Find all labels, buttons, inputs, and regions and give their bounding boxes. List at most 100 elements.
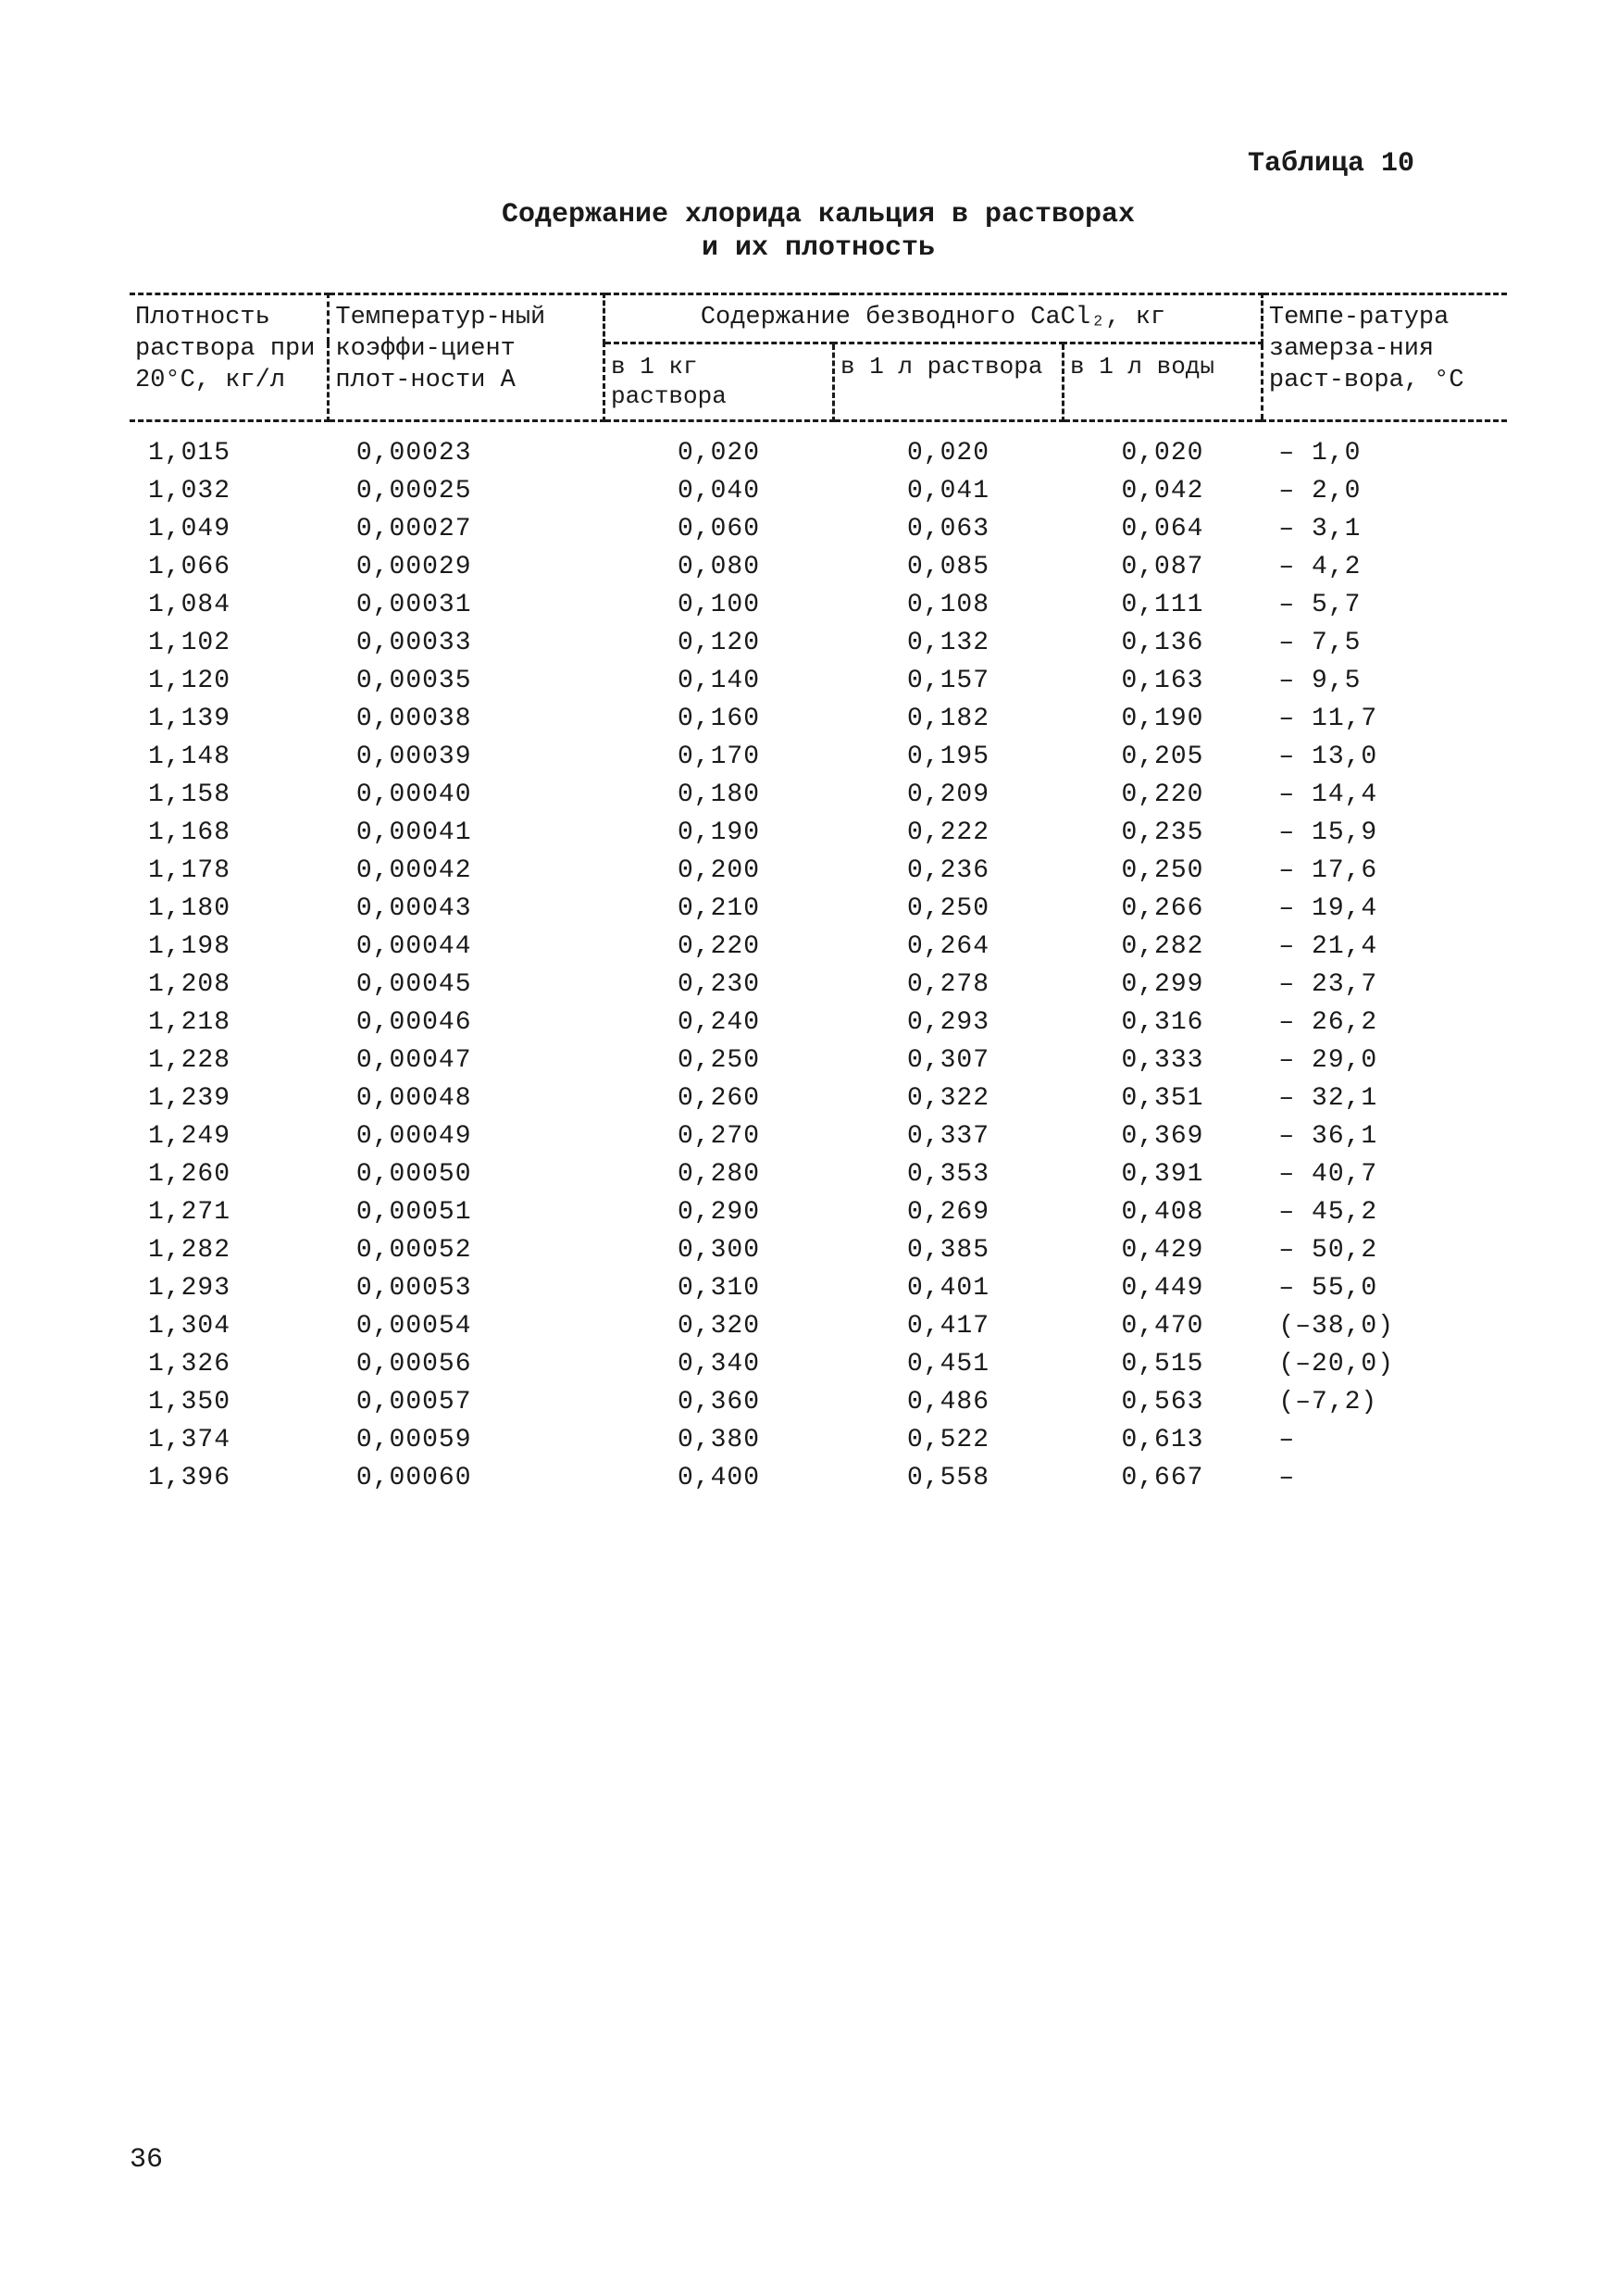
- table-cell: 0,316: [1063, 1004, 1262, 1042]
- table-cell: 0,00044: [329, 928, 604, 966]
- table-cell: 0,00056: [329, 1345, 604, 1383]
- table-cell: 1,239: [130, 1079, 329, 1117]
- table-cell: 0,290: [604, 1193, 834, 1231]
- header-content-group: Содержание безводного CaCl₂, кг: [604, 294, 1263, 343]
- table-row: 1,0660,000290,0800,0850,087– 4,2: [130, 548, 1507, 586]
- table-cell: 0,108: [834, 586, 1064, 624]
- table-row: 1,2930,000530,3100,4010,449– 55,0: [130, 1269, 1507, 1307]
- table-cell: – 4,2: [1262, 548, 1507, 586]
- table-cell: 0,340: [604, 1345, 834, 1383]
- table-cell: 1,084: [130, 586, 329, 624]
- table-cell: 1,282: [130, 1231, 329, 1269]
- table-row: 1,2600,000500,2800,3530,391– 40,7: [130, 1155, 1507, 1193]
- table-cell: 0,613: [1063, 1421, 1262, 1459]
- table-cell: (–38,0): [1262, 1307, 1507, 1345]
- table-cell: 0,210: [604, 890, 834, 928]
- table-cell: 0,380: [604, 1421, 834, 1459]
- table-row: 1,2080,000450,2300,2780,299– 23,7: [130, 966, 1507, 1004]
- table-cell: 1,396: [130, 1459, 329, 1497]
- table-cell: 0,00051: [329, 1193, 604, 1231]
- table-cell: 1,249: [130, 1117, 329, 1155]
- table-cell: – 40,7: [1262, 1155, 1507, 1193]
- table-cell: 1,139: [130, 700, 329, 738]
- table-row: 1,0490,000270,0600,0630,064– 3,1: [130, 510, 1507, 548]
- data-table: Плотность раствора при 20°С, кг/л Темпер…: [130, 293, 1507, 1497]
- table-cell: 0,020: [834, 420, 1064, 472]
- table-cell: 0,190: [604, 814, 834, 852]
- table-row: 1,0840,000310,1000,1080,111– 5,7: [130, 586, 1507, 624]
- table-cell: 1,208: [130, 966, 329, 1004]
- table-cell: 0,163: [1063, 662, 1262, 700]
- title-line1: Содержание хлорида кальция в растворах: [502, 199, 1135, 231]
- table-cell: 0,320: [604, 1307, 834, 1345]
- table-cell: 0,100: [604, 586, 834, 624]
- table-cell: 0,264: [834, 928, 1064, 966]
- table-row: 1,2180,000460,2400,2930,316– 26,2: [130, 1004, 1507, 1042]
- table-cell: 1,102: [130, 624, 329, 662]
- table-cell: 0,180: [604, 776, 834, 814]
- table-cell: 0,064: [1063, 510, 1262, 548]
- table-cell: 0,486: [834, 1383, 1064, 1421]
- table-cell: 0,00038: [329, 700, 604, 738]
- table-cell: – 15,9: [1262, 814, 1507, 852]
- table-cell: 0,140: [604, 662, 834, 700]
- table-cell: 0,00043: [329, 890, 604, 928]
- table-cell: 0,040: [604, 472, 834, 510]
- table-cell: 1,218: [130, 1004, 329, 1042]
- table-cell: 0,322: [834, 1079, 1064, 1117]
- table-cell: 0,385: [834, 1231, 1064, 1269]
- table-row: 1,0320,000250,0400,0410,042– 2,0: [130, 472, 1507, 510]
- table-cell: 0,522: [834, 1421, 1064, 1459]
- table-row: 1,3500,000570,3600,4860,563(–7,2): [130, 1383, 1507, 1421]
- table-cell: 0,00050: [329, 1155, 604, 1193]
- table-cell: 0,451: [834, 1345, 1064, 1383]
- table-cell: – 26,2: [1262, 1004, 1507, 1042]
- table-cell: 1,350: [130, 1383, 329, 1421]
- table-cell: – 55,0: [1262, 1269, 1507, 1307]
- table-cell: 0,353: [834, 1155, 1064, 1193]
- table-body: 1,0150,000230,0200,0200,020– 1,01,0320,0…: [130, 420, 1507, 1497]
- table-cell: 0,00048: [329, 1079, 604, 1117]
- table-row: 1,2490,000490,2700,3370,369– 36,1: [130, 1117, 1507, 1155]
- table-cell: – 23,7: [1262, 966, 1507, 1004]
- table-cell: 1,374: [130, 1421, 329, 1459]
- table-cell: 1,178: [130, 852, 329, 890]
- title-line2: и их плотность: [702, 232, 935, 264]
- table-cell: – 2,0: [1262, 472, 1507, 510]
- table-cell: 0,00025: [329, 472, 604, 510]
- header-density: Плотность раствора при 20°С, кг/л: [130, 294, 329, 421]
- table-cell: 1,015: [130, 420, 329, 472]
- table-cell: 0,00029: [329, 548, 604, 586]
- table-cell: 0,041: [834, 472, 1064, 510]
- table-cell: 0,293: [834, 1004, 1064, 1042]
- table-cell: 0,310: [604, 1269, 834, 1307]
- table-row: 1,1020,000330,1200,1320,136– 7,5: [130, 624, 1507, 662]
- table-cell: 0,220: [1063, 776, 1262, 814]
- table-cell: 0,00031: [329, 586, 604, 624]
- table-row: 1,2710,000510,2900,2690,408– 45,2: [130, 1193, 1507, 1231]
- table-cell: – 17,6: [1262, 852, 1507, 890]
- table-cell: 0,429: [1063, 1231, 1262, 1269]
- table-cell: 0,269: [834, 1193, 1064, 1231]
- table-cell: 0,020: [1063, 420, 1262, 472]
- table-cell: 0,220: [604, 928, 834, 966]
- table-cell: (–20,0): [1262, 1345, 1507, 1383]
- table-row: 1,0150,000230,0200,0200,020– 1,0: [130, 420, 1507, 472]
- table-cell: 0,00041: [329, 814, 604, 852]
- table-row: 1,3960,000600,4000,5580,667–: [130, 1459, 1507, 1497]
- table-cell: 0,080: [604, 548, 834, 586]
- table-cell: 0,417: [834, 1307, 1064, 1345]
- table-cell: 0,515: [1063, 1345, 1262, 1383]
- table-cell: 0,00053: [329, 1269, 604, 1307]
- table-row: 1,1580,000400,1800,2090,220– 14,4: [130, 776, 1507, 814]
- table-cell: 1,168: [130, 814, 329, 852]
- table-cell: 0,235: [1063, 814, 1262, 852]
- table-cell: 0,351: [1063, 1079, 1262, 1117]
- table-cell: 0,369: [1063, 1117, 1262, 1155]
- table-cell: – 9,5: [1262, 662, 1507, 700]
- header-coeff: Температур-ный коэффи-циент плот-ности A: [329, 294, 604, 421]
- table-cell: 0,00052: [329, 1231, 604, 1269]
- table-cell: 0,280: [604, 1155, 834, 1193]
- table-cell: – 29,0: [1262, 1042, 1507, 1079]
- table-cell: 0,200: [604, 852, 834, 890]
